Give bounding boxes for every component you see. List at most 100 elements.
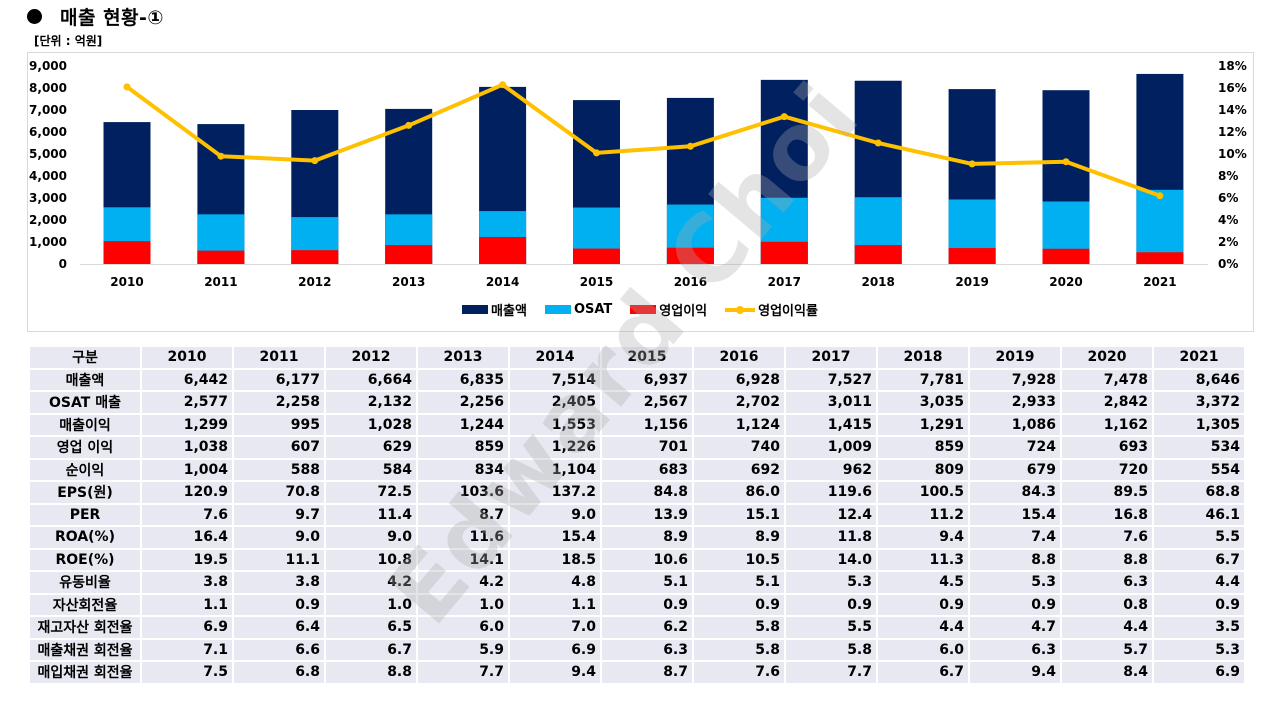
table-cell: 3.8: [140, 570, 234, 595]
bullet-icon: [27, 9, 42, 24]
table-cell: 72.5: [324, 480, 418, 505]
table-cell: 8.9: [692, 525, 786, 550]
bar-operating-profit: [948, 248, 996, 264]
table-cell: 5.5: [1152, 525, 1246, 550]
table-row: 재고자산 회전율 6.9 6.4 6.5 6.0 7.0 6.2 5.8 5.5 4.4 4.7 4.…: [28, 615, 1246, 640]
bar-operating-profit: [103, 241, 151, 264]
table-cell: 5.1: [600, 570, 694, 595]
y-left-tick-label: 8,000: [29, 81, 67, 95]
table-cell: 0.9: [784, 592, 878, 617]
table-header-year: 2012: [324, 345, 418, 370]
table-cell: 14.0: [784, 547, 878, 572]
table-cell: 7,527: [784, 367, 878, 392]
x-tick-label: 2017: [768, 275, 801, 289]
table-cell: 10.5: [692, 547, 786, 572]
table-cell: 15.4: [968, 502, 1062, 527]
table-cell: 6.8: [232, 660, 326, 685]
table-cell: 84.3: [968, 480, 1062, 505]
y-right-tick-label: 8%: [1218, 169, 1238, 183]
table-cell: 683: [600, 457, 694, 482]
bar-osat: [1136, 189, 1184, 264]
table-cell: 1,009: [784, 435, 878, 460]
table-cell: 4.4: [1060, 615, 1154, 640]
y-right-tick-label: 18%: [1218, 59, 1247, 73]
point-operating-margin: [405, 121, 413, 129]
legend-item: 영업이익률: [725, 300, 818, 319]
table-cell: 701: [600, 435, 694, 460]
table-cell: 15.4: [508, 525, 602, 550]
table-cell: 2,933: [968, 390, 1062, 415]
x-tick-label: 2021: [1143, 275, 1176, 289]
table-cell: 9.4: [508, 660, 602, 685]
table-cell: 7,928: [968, 367, 1062, 392]
table-cell: 6.3: [1060, 570, 1154, 595]
table-cell: 10.6: [600, 547, 694, 572]
table-cell: 4.2: [416, 570, 510, 595]
legend-swatch-icon: [544, 305, 571, 314]
table-cell: 0.8: [1060, 592, 1154, 617]
table-cell: 834: [416, 457, 510, 482]
legend-line-icon: [725, 305, 756, 314]
bar-operating-profit: [573, 248, 620, 264]
legend-swatch-icon: [630, 305, 657, 314]
table-cell: 1,305: [1152, 412, 1246, 437]
y-right-tick-label: 0%: [1218, 257, 1238, 271]
table-cell: 0.9: [876, 592, 970, 617]
table-cell: 8.7: [416, 502, 510, 527]
table-cell: 4.5: [876, 570, 970, 595]
row-label: 매출채권 회전율: [28, 637, 142, 662]
table-cell: 5.1: [692, 570, 786, 595]
table-cell: 18.5: [508, 547, 602, 572]
table-cell: 720: [1060, 457, 1154, 482]
table-cell: 19.5: [140, 547, 234, 572]
table-cell: 7,781: [876, 367, 970, 392]
table-cell: 8.8: [324, 660, 418, 685]
table-cell: 120.9: [140, 480, 234, 505]
table-cell: 1.1: [508, 592, 602, 617]
bar-operating-profit: [1042, 248, 1090, 264]
y-left-tick-label: 3,000: [29, 191, 67, 205]
table-cell: 2,702: [692, 390, 786, 415]
table-cell: 8,646: [1152, 367, 1246, 392]
table-cell: 4.8: [508, 570, 602, 595]
table-cell: 1,553: [508, 412, 602, 437]
row-label: 매입채권 회전율: [28, 660, 142, 685]
table-cell: 11.3: [876, 547, 970, 572]
table-cell: 1,162: [1060, 412, 1154, 437]
x-tick-label: 2019: [955, 275, 988, 289]
table-cell: 86.0: [692, 480, 786, 505]
table-cell: 6.9: [140, 615, 234, 640]
table-cell: 1,124: [692, 412, 786, 437]
table-cell: 9.4: [968, 660, 1062, 685]
table-cell: 1,038: [140, 435, 234, 460]
table-cell: 6.9: [1152, 660, 1246, 685]
table-cell: 11.2: [876, 502, 970, 527]
point-operating-margin: [311, 157, 319, 165]
table-cell: 89.5: [1060, 480, 1154, 505]
table-cell: 1,226: [508, 435, 602, 460]
table-cell: 724: [968, 435, 1062, 460]
y-right-tick-label: 2%: [1218, 235, 1238, 249]
y-left-tick-label: 6,000: [29, 125, 67, 139]
table-cell: 0.9: [1152, 592, 1246, 617]
table-row: EPS(원) 120.9 70.8 72.5 103.6 137.2 84.8 86.0 119…: [28, 480, 1246, 505]
unit-label: [단위 : 억원]: [34, 34, 103, 48]
x-tick-label: 2011: [204, 275, 237, 289]
table-cell: 6,442: [140, 367, 234, 392]
legend-label: 영업이익: [659, 304, 708, 319]
table-cell: 629: [324, 435, 418, 460]
table-cell: 84.8: [600, 480, 694, 505]
table-cell: 6.0: [876, 637, 970, 662]
table-row: 유동비율 3.8 3.8 4.2 4.2 4.8 5.1 5.1 5.3 4.5 5.3 6.3 4.4: [28, 570, 1246, 595]
table-cell: 3,035: [876, 390, 970, 415]
table-cell: 4.4: [1152, 570, 1246, 595]
financial-table: 구분 2010 2011 2012 2013 2014 2015 2016 2017 2018 20…: [28, 345, 1246, 685]
table-cell: 4.7: [968, 615, 1062, 640]
table-row: ROA(%) 16.4 9.0 9.0 11.6 15.4 8.9 8.9 11.8 9.4 7.4…: [28, 525, 1246, 550]
page-title: 매출 현황-①: [27, 3, 164, 30]
point-operating-margin: [123, 83, 131, 91]
legend-label: OSAT: [573, 302, 613, 317]
table-cell: 12.4: [784, 502, 878, 527]
table-cell: 5.5: [784, 615, 878, 640]
table-cell: 5.8: [692, 615, 786, 640]
